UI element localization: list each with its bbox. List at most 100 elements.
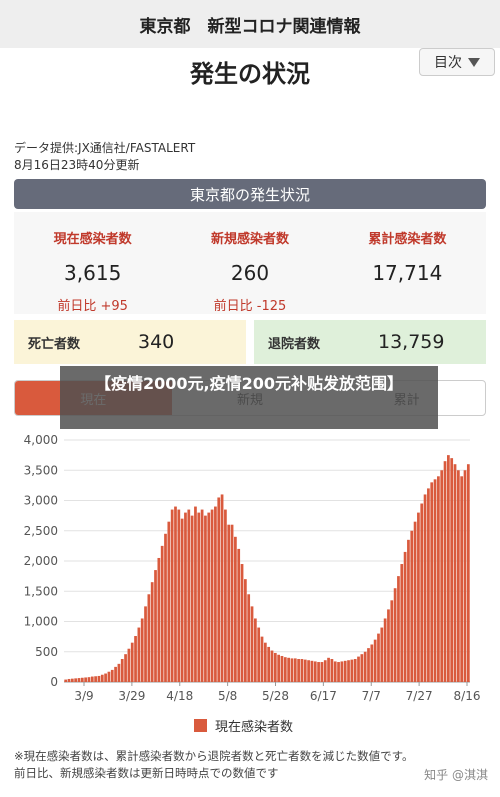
chart-bar [157,557,161,682]
chart-bar [174,506,177,682]
x-tick-label: 5/28 [262,689,289,703]
x-tick-label: 3/9 [74,689,93,703]
stat-total: 累計感染者数 17,714 [329,212,486,314]
y-tick-label: 2,000 [24,554,58,568]
chart-bar [350,659,354,682]
chart-bar [433,479,437,682]
chart-bar [204,515,207,682]
chart-bar [293,658,297,682]
chart-bar [260,636,264,682]
chart-bar [330,659,334,682]
chart-bar [400,564,404,682]
chart-bar [307,660,310,682]
recovered-box: 退院者数 13,759 [254,320,486,364]
chart-bar [407,539,410,682]
chart-bar [134,636,137,682]
chart-bar [90,676,94,682]
chart-bar [410,530,414,682]
chart-bar [210,509,214,682]
chart-bar [430,482,434,682]
toc-label: 目次 [434,55,462,71]
chart-bar [317,662,320,682]
chart-bar [456,470,460,682]
x-tick-label: 7/7 [362,689,381,703]
chart-bar [200,509,204,682]
chart-bar [74,678,78,682]
chart-bar [380,627,384,682]
update-time: 8月16日23時40分更新 [14,158,140,172]
chart-bar [127,648,131,682]
chart-bar [273,652,277,682]
stat-diff: 前日比 -125 [213,299,287,314]
chart-bar [287,657,290,682]
chart-bar [244,579,247,682]
chart-bar [270,650,274,682]
y-tick-label: 4,000 [24,433,58,447]
chart-bar [140,618,144,682]
chevron-down-icon [468,57,480,67]
chart-bar [124,654,127,682]
chart-bar [320,662,324,682]
chart-bar [420,503,424,682]
chart-bar [310,660,314,682]
x-tick-label: 4/18 [166,689,193,703]
chart-bar [377,633,380,682]
deaths-label: 死亡者数 [28,336,81,352]
chart-bar [250,606,254,682]
footnote-line-2: 前日比、新規感染者数は更新日時時点での数値です [14,766,279,780]
y-tick-label: 3,500 [24,463,58,477]
chart-bar [144,606,147,682]
chart-bar [84,677,87,682]
chart-bar [217,497,221,682]
chart-bar [300,659,304,682]
infection-chart: 0 500 1,000 1,500 2,000 2,500 3,000 3,500 4,000 3… [24,433,481,703]
stat-label: 累計感染者数 [368,232,447,247]
chart-bar [290,658,294,682]
section-title: 東京都の発生状況 [189,185,310,204]
chart-bar [194,506,197,682]
x-tick-label: 7/27 [406,689,433,703]
chart-bar [453,464,457,682]
chart-bar [323,660,327,682]
chart-bar [383,618,387,682]
chart-bar [227,524,231,682]
recovered-value: 13,759 [378,331,445,353]
chart-bar [160,545,164,682]
chart-bar [340,661,344,682]
chart-bar [450,458,454,682]
deaths-box: 死亡者数 340 [14,320,246,364]
chart-bar [247,594,251,682]
chart-bar [440,470,444,682]
chart-bar [280,655,284,682]
chart-bar [97,675,101,682]
chart-bar [343,660,347,682]
data-source: データ提供:JX通信社/FASTALERT 8月16日23時40分更新 [14,140,195,174]
chart-bar [230,524,234,682]
chart-bar [167,521,171,682]
chart-bar [64,679,68,682]
chart-bar [180,518,184,682]
stat-value: 260 [230,261,270,285]
y-tick-label: 3,000 [24,494,58,508]
x-tick-label: 6/17 [310,689,337,703]
chart-bar [417,512,420,682]
x-tick-label: 5/8 [218,689,237,703]
y-tick-label: 1,500 [24,584,58,598]
chart-bar [70,678,74,682]
chart-bar [150,582,154,682]
chart-bar [353,659,357,682]
chart-bar [214,506,217,682]
chart-bar [357,656,360,682]
chart-bar [94,676,97,682]
chart-bar [80,677,84,682]
chart-bar [117,663,121,682]
chart-bar [283,657,287,682]
chart-bar [130,642,134,682]
stat-value: 17,714 [372,261,443,285]
chart-bar [263,642,267,682]
toc-button[interactable]: 目次 [419,48,495,76]
chart-bar [137,627,141,682]
chart-bar [443,461,447,682]
footnote-line-1: ※現在感染者数は、累計感染者数から退院者数と死亡者数を減じた数値です。 [14,749,414,763]
chart-bar [104,673,107,682]
